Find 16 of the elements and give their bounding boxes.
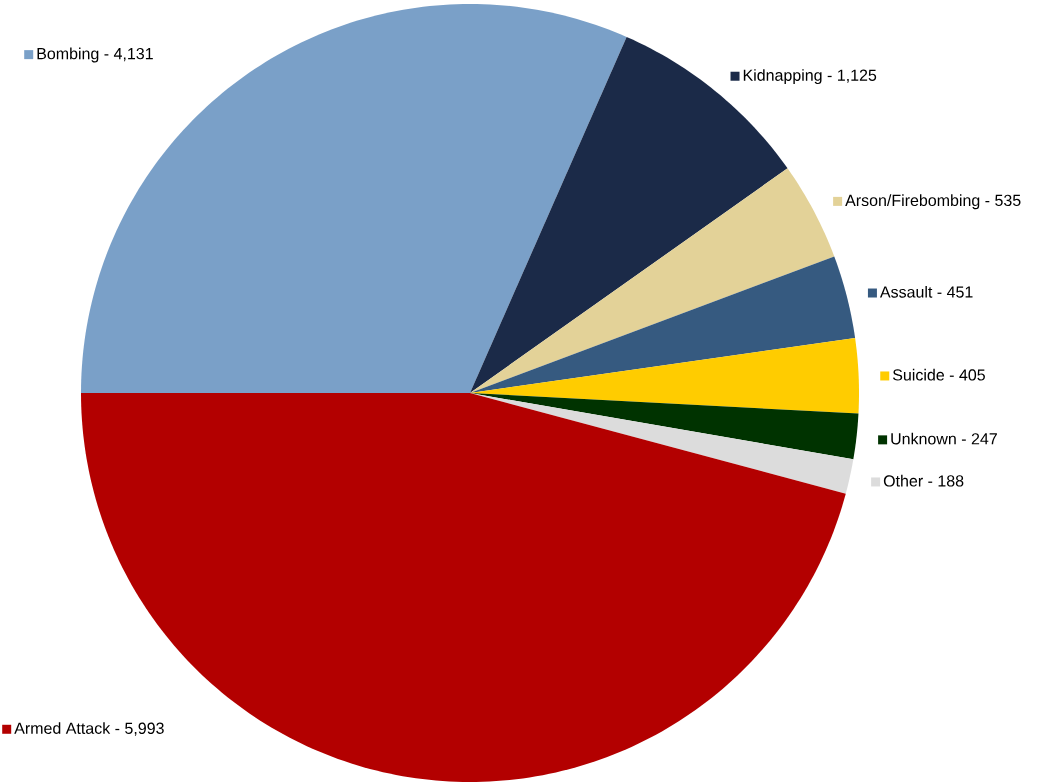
data-label: 1,125 [838,69,877,83]
legend-label: Unknown - [891,432,966,445]
legend-label: Armed Attack - [14,722,120,734]
data-label: 247 [971,433,997,445]
legend-label: Suicide - [892,368,954,381]
legend-label: Arson/Firebombing - [845,194,990,210]
data-label: 5,993 [125,722,164,736]
legend-label: Kidnapping - [743,69,832,85]
legend-label: Other - [883,474,933,487]
data-label: 188 [938,475,964,487]
data-label: 451 [946,286,973,298]
legend-label: Assault - [879,285,942,298]
data-label: 4,131 [113,47,153,62]
legend-label: Bombing - [37,47,109,63]
data-label: 405 [959,369,985,381]
data-label: 535 [995,194,1021,207]
